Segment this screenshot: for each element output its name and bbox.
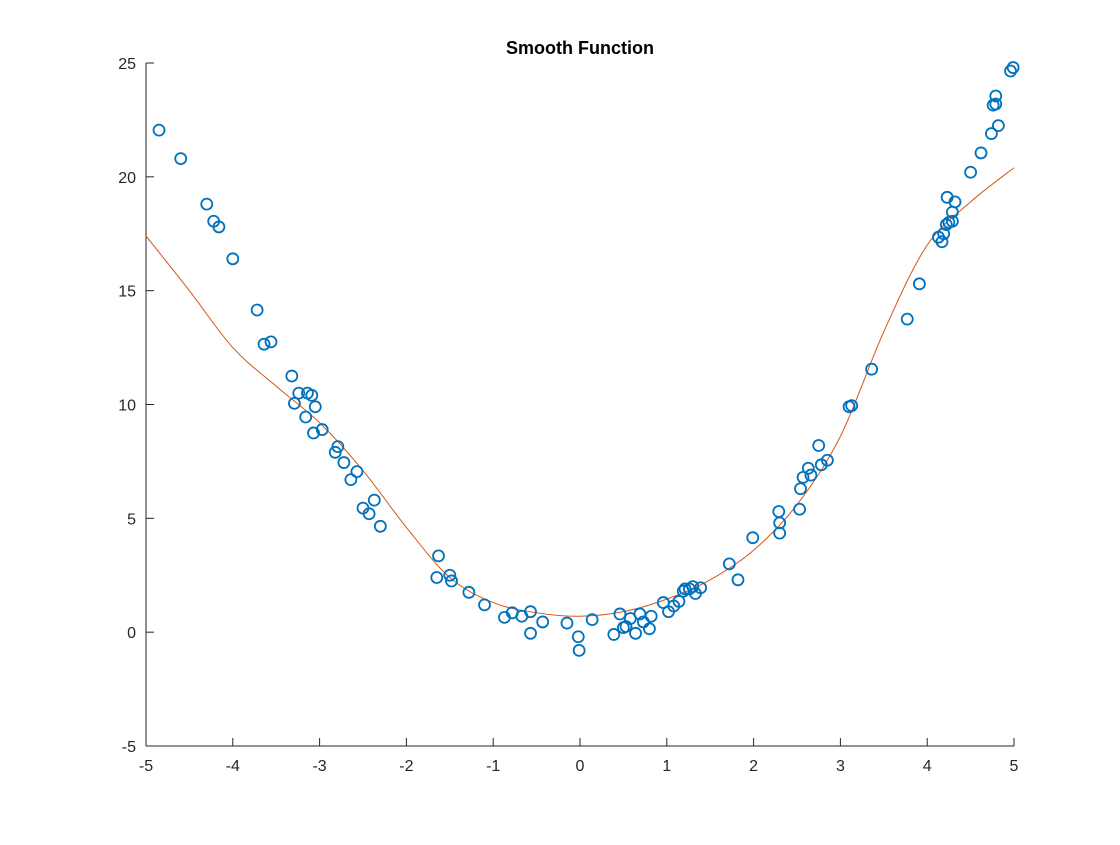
- scatter-point: [939, 218, 953, 232]
- scatter-point: [722, 557, 736, 571]
- scatter-point: [350, 465, 364, 479]
- scatter-point: [731, 573, 745, 587]
- scatter-point: [945, 214, 959, 228]
- scatter-point: [964, 165, 977, 179]
- scatter-point: [912, 277, 926, 291]
- scatter-point: [305, 388, 319, 402]
- fitted-curve-layer: [145, 167, 1015, 617]
- y-tick-label: 10: [118, 398, 136, 415]
- scatter-point: [373, 519, 387, 533]
- scatter-point: [1006, 61, 1020, 74]
- scatter-point: [462, 585, 476, 599]
- y-tick-label: 20: [118, 170, 136, 187]
- scatter-point: [250, 303, 264, 317]
- scatter-point: [985, 127, 998, 140]
- scatter-point: [572, 643, 586, 657]
- y-tick-label: 25: [118, 56, 136, 73]
- scatter-point: [257, 337, 271, 351]
- scatter-point: [362, 507, 376, 521]
- y-axis-ticks: -5 0 5 10 15 20 25: [118, 56, 154, 756]
- scatter-point: [585, 613, 599, 627]
- scatter-point: [773, 526, 787, 540]
- x-tick-label: -5: [139, 758, 153, 775]
- scatter-point: [315, 423, 329, 436]
- x-tick-label: -2: [399, 758, 413, 775]
- scatter-point: [344, 473, 358, 487]
- scatter-point: [212, 220, 226, 234]
- scatter-point: [694, 581, 708, 595]
- scatter-point: [560, 616, 574, 630]
- x-tick-label: 5: [1010, 758, 1019, 775]
- y-tick-label: -5: [122, 739, 136, 756]
- x-tick-label: 0: [576, 758, 585, 775]
- scatter-point: [292, 386, 306, 400]
- scatter-point: [430, 571, 444, 584]
- scatter-point: [974, 146, 988, 160]
- scatter-point: [820, 453, 834, 467]
- scatter-point: [793, 502, 807, 516]
- scatter-point: [478, 598, 491, 612]
- scatter-point: [686, 580, 700, 594]
- x-tick-label: 1: [662, 758, 671, 775]
- scatter-point: [337, 456, 351, 469]
- scatter-point: [678, 582, 692, 596]
- scatter-point: [801, 461, 815, 475]
- scatter-layer: [152, 61, 1020, 657]
- scatter-point: [200, 197, 214, 211]
- axes: [145, 63, 1014, 747]
- scatter-point: [1004, 64, 1017, 78]
- x-axis-ticks: -5 -4 -3 -2 -1 0 1 2 3 4 5: [139, 738, 1019, 775]
- scatter-point: [285, 369, 299, 383]
- y-tick-label: 5: [127, 511, 136, 528]
- x-tick-label: -3: [312, 758, 326, 775]
- scatter-point: [804, 468, 818, 482]
- scatter-point: [607, 628, 621, 641]
- scatter-point: [288, 396, 301, 410]
- scatter-point: [331, 440, 345, 454]
- scatter-point: [174, 152, 188, 166]
- chart-title: Smooth Function: [506, 38, 654, 58]
- scatter-point: [937, 227, 951, 241]
- scatter-point: [865, 362, 879, 376]
- fitted-curve-line: [145, 167, 1015, 617]
- scatter-point: [524, 605, 537, 619]
- scatter-point: [445, 574, 458, 588]
- scatter-point: [536, 615, 550, 629]
- scatter-point: [226, 252, 240, 266]
- x-tick-label: 2: [749, 758, 758, 775]
- scatter-point: [794, 482, 807, 496]
- scatter-point: [672, 595, 686, 608]
- x-tick-label: 3: [836, 758, 845, 775]
- scatter-point: [989, 89, 1003, 103]
- scatter-point: [746, 531, 760, 545]
- scatter-point: [152, 123, 166, 137]
- y-tick-label: 15: [118, 284, 136, 301]
- scatter-point: [264, 335, 278, 349]
- scatter-point: [308, 400, 322, 414]
- scatter-point: [644, 609, 658, 623]
- x-tick-label: -4: [226, 758, 240, 775]
- scatter-point: [812, 439, 826, 452]
- scatter-point: [845, 399, 859, 413]
- scatter-point: [643, 622, 656, 636]
- scatter-point: [772, 505, 786, 518]
- scatter-point: [432, 549, 445, 563]
- x-tick-label: -1: [486, 758, 500, 775]
- y-tick-label: 0: [127, 625, 136, 642]
- scatter-point: [900, 312, 914, 326]
- scatter-point: [991, 119, 1005, 133]
- scatter-point: [571, 630, 585, 644]
- scatter-point: [948, 195, 962, 209]
- scatter-point: [524, 626, 537, 640]
- scatter-point: [367, 493, 381, 507]
- scatter-point: [299, 410, 313, 424]
- scatter-point: [989, 97, 1003, 111]
- scatter-point: [629, 626, 642, 640]
- scatter-point: [935, 235, 949, 249]
- scatter-point: [613, 607, 627, 621]
- scatter-point: [443, 568, 457, 582]
- x-tick-label: 4: [923, 758, 932, 775]
